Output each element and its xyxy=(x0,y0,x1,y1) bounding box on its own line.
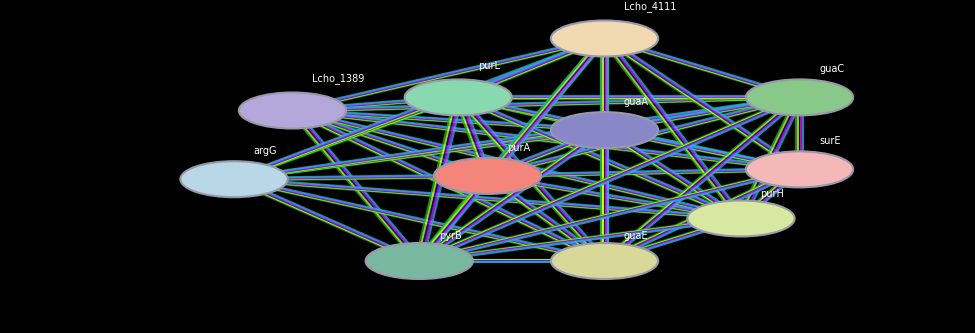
Circle shape xyxy=(551,21,658,57)
Circle shape xyxy=(746,152,853,187)
Circle shape xyxy=(746,79,853,116)
Circle shape xyxy=(687,200,795,236)
Text: surE: surE xyxy=(819,137,840,147)
Text: guaA: guaA xyxy=(624,97,649,107)
Text: Lcho_4111: Lcho_4111 xyxy=(624,1,677,12)
Circle shape xyxy=(239,93,346,129)
Circle shape xyxy=(551,112,658,148)
Text: purH: purH xyxy=(760,189,784,199)
Text: pyrB: pyrB xyxy=(439,231,461,241)
Circle shape xyxy=(551,243,658,279)
Text: guaC: guaC xyxy=(819,65,844,75)
Text: purA: purA xyxy=(507,143,530,153)
Circle shape xyxy=(366,243,473,279)
Text: argG: argG xyxy=(254,146,277,156)
Circle shape xyxy=(405,79,512,116)
Circle shape xyxy=(434,158,541,194)
Text: Lcho_1389: Lcho_1389 xyxy=(312,73,365,84)
Text: purL: purL xyxy=(478,61,500,71)
Text: guaE: guaE xyxy=(624,231,648,241)
Circle shape xyxy=(180,161,288,197)
